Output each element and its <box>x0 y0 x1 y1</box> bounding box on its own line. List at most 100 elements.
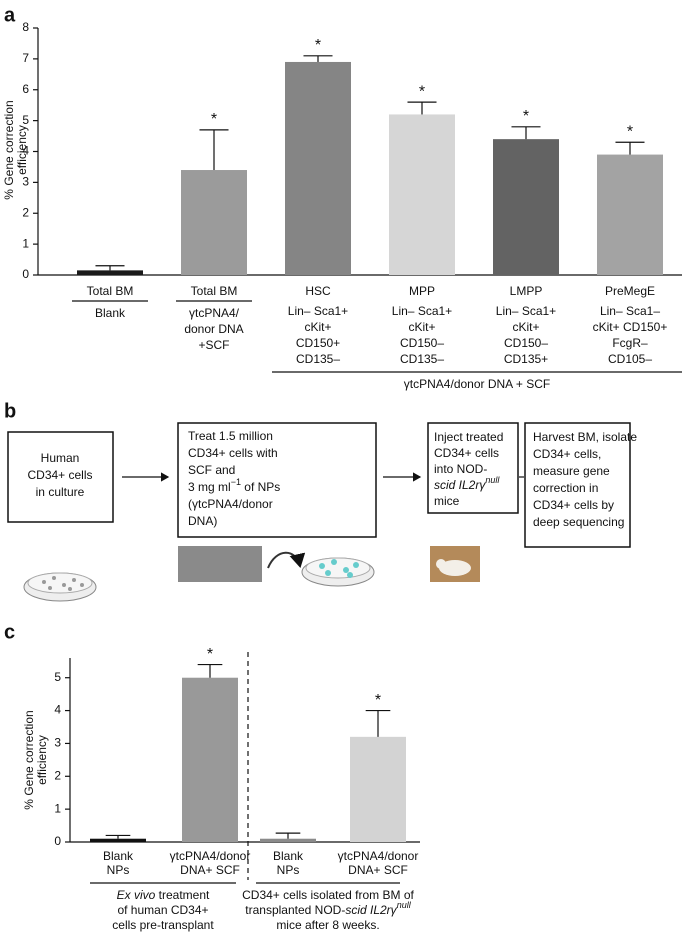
y-tick-label: 3 <box>54 736 61 750</box>
category-detail: cKit+ <box>304 320 331 334</box>
step-text: into NOD- <box>434 462 487 476</box>
panel-label: c <box>4 621 15 643</box>
step-text: Treat 1.5 million <box>188 429 273 443</box>
step-text: Harvest BM, isolate <box>533 430 637 444</box>
significance-star: * <box>627 123 633 140</box>
bar <box>260 838 316 842</box>
step-text: (γtcPNA4/donor <box>188 497 273 511</box>
group-label: mice after 8 weeks. <box>276 918 379 932</box>
y-tick-label: 0 <box>22 267 29 281</box>
panel-label: b <box>4 400 16 422</box>
text-segment: of NPs <box>241 480 280 494</box>
group-label: cells pre-transplant <box>112 918 214 932</box>
y-tick-label: 6 <box>22 82 29 96</box>
category-detail: Lin– Sca1+ <box>288 304 348 318</box>
group-label: Ex vivo treatment <box>117 888 210 902</box>
y-tick-label: 2 <box>22 205 29 219</box>
x-tick-label: Blank <box>273 849 304 863</box>
category-detail: cKit+ CD150+ <box>593 320 668 334</box>
step-text: in culture <box>36 485 85 499</box>
y-tick-label: 1 <box>54 801 61 815</box>
category-detail: CD150+ <box>296 336 340 350</box>
petri-dish <box>301 557 375 587</box>
step-box <box>177 422 377 538</box>
step-text: measure gene <box>533 464 610 478</box>
y-axis-label: efficiency <box>35 735 49 785</box>
bar <box>350 736 406 842</box>
category-detail: Lin– Sca1– <box>600 304 660 318</box>
bar <box>182 677 238 842</box>
category-detail: Blank <box>95 306 126 320</box>
y-tick-label: 1 <box>22 236 29 250</box>
category-detail: FcgR– <box>612 336 648 350</box>
step-text: correction in <box>533 481 598 495</box>
category-detail: CD150– <box>504 336 548 350</box>
text-segment: null <box>485 475 500 485</box>
step-text: mice <box>434 494 460 508</box>
text-segment: 3 mg ml <box>188 480 231 494</box>
significance-star: * <box>315 37 321 54</box>
group-label: γtcPNA4/donor DNA + SCF <box>404 377 550 391</box>
text-segment: scid IL2rγ <box>434 478 486 492</box>
step-text: CD34+ cells, <box>533 447 601 461</box>
bar <box>181 170 247 275</box>
bar <box>90 838 146 842</box>
x-tick-label: MPP <box>409 284 435 298</box>
text-segment: scid IL2rγ <box>345 903 397 917</box>
y-tick-label: 4 <box>54 703 61 717</box>
step-box <box>524 422 631 548</box>
category-detail: cKit+ <box>408 320 435 334</box>
bar <box>493 139 559 275</box>
significance-star: * <box>207 646 213 663</box>
step-text: deep sequencing <box>533 515 624 529</box>
category-detail: CD135– <box>400 352 444 366</box>
y-axis-label: % Gene correction <box>2 100 16 199</box>
text-segment: Ex vivo <box>117 888 156 902</box>
x-tick-label: γtcPNA4/donor <box>170 849 251 863</box>
panel-label: a <box>4 4 16 26</box>
text-segment: treatment <box>155 888 210 902</box>
category-detail: CD105– <box>608 352 652 366</box>
x-tick-label: HSC <box>305 284 331 298</box>
x-tick-label: NPs <box>277 863 300 877</box>
step-text: DNA) <box>188 514 217 528</box>
significance-star: * <box>419 83 425 100</box>
category-detail: CD135– <box>296 352 340 366</box>
step-box <box>427 422 519 514</box>
x-tick-label: DNA+ SCF <box>180 863 240 877</box>
y-tick-label: 8 <box>22 20 29 34</box>
step-text: CD34+ cells <box>27 468 92 482</box>
step-text: Inject treated <box>434 430 503 444</box>
bar <box>285 61 351 276</box>
step-text: scid IL2rγnull <box>434 475 500 492</box>
category-detail: CD135+ <box>504 352 548 366</box>
curved-arrow <box>267 551 306 569</box>
x-tick-label: Total BM <box>191 284 238 298</box>
category-detail: Lin– Sca1+ <box>496 304 556 318</box>
y-tick-label: 2 <box>54 768 61 782</box>
x-tick-label: LMPP <box>510 284 543 298</box>
step-text: Human <box>41 451 80 465</box>
group-label: transplanted NOD-scid IL2rγnull <box>245 900 411 917</box>
x-tick-label: γtcPNA4/donor <box>338 849 419 863</box>
step-text: SCF and <box>188 463 235 477</box>
x-tick-label: DNA+ SCF <box>348 863 408 877</box>
group-label: CD34+ cells isolated from BM of <box>242 888 414 902</box>
significance-star: * <box>523 108 529 125</box>
x-tick-label: Total BM <box>87 284 134 298</box>
category-detail: cKit+ <box>512 320 539 334</box>
category-detail: γtcPNA4/ <box>189 306 240 320</box>
y-tick-label: 5 <box>22 113 29 127</box>
y-tick-label: 0 <box>54 834 61 848</box>
text-segment: −1 <box>231 477 241 487</box>
category-detail: +SCF <box>198 338 229 352</box>
bar <box>389 114 455 275</box>
step-text: CD34+ cells with <box>188 446 278 460</box>
micrograph <box>178 546 262 582</box>
x-tick-label: Blank <box>103 849 134 863</box>
y-tick-label: 4 <box>22 144 29 158</box>
x-tick-label: NPs <box>107 863 130 877</box>
significance-star: * <box>211 111 217 128</box>
step-text: 3 mg ml−1 of NPs <box>188 477 280 494</box>
